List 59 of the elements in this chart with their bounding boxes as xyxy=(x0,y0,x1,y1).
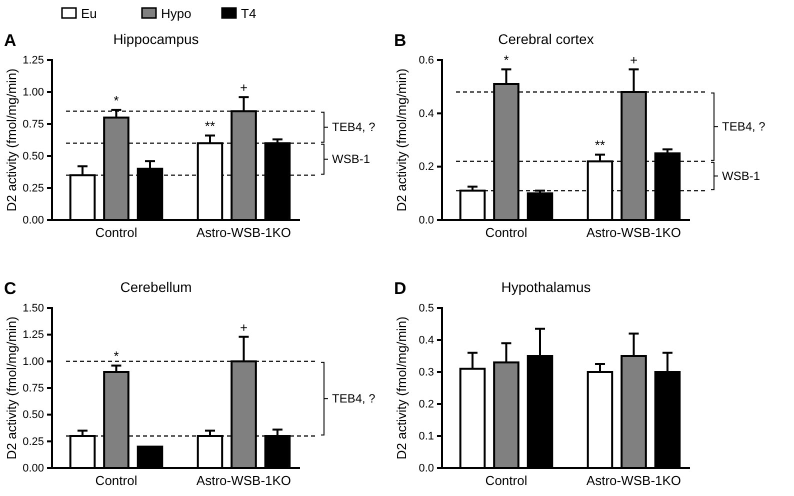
y-tick-label: 1.00 xyxy=(22,86,44,99)
text: TEB4, ? xyxy=(332,120,376,134)
y-tick-label: 0.00 xyxy=(22,214,44,227)
text: B xyxy=(394,31,406,50)
y-tick-label: 0.3 xyxy=(418,366,434,379)
y-tick-label: 0.5 xyxy=(418,302,434,315)
y-tick-label: 0.4 xyxy=(418,108,434,120)
y-tick-label: 0.1 xyxy=(418,430,434,443)
y-tick-label: 0.25 xyxy=(22,182,44,195)
y-tick-label: 0.2 xyxy=(418,161,434,174)
chart-title: Cerebellum xyxy=(120,279,192,295)
y-tick-label: 1.50 xyxy=(22,302,44,315)
x-tick-label: Control xyxy=(95,225,138,240)
y-tick-label: 1.25 xyxy=(22,329,44,342)
y-tick-label: 0.00 xyxy=(22,462,44,475)
annotation: * xyxy=(114,348,119,364)
x-tick-label: Astro-WSB-1KO xyxy=(586,473,682,488)
annotation: * xyxy=(114,92,119,108)
y-tick-label: 0.6 xyxy=(418,54,434,67)
text: A xyxy=(4,31,16,50)
legend-label: T4 xyxy=(241,6,256,21)
text: TEB4, ? xyxy=(722,120,766,134)
chart-title: Cerebral cortex xyxy=(498,31,594,47)
chart-title: Hippocampus xyxy=(113,31,199,47)
y-axis-title: D2 activity (fmol/mg/min) xyxy=(4,68,19,212)
text: WSB-1 xyxy=(332,152,370,166)
annotation: ** xyxy=(204,118,216,134)
chart-title: Hypothalamus xyxy=(501,279,591,295)
legend-label: Eu xyxy=(81,6,97,21)
annotation: + xyxy=(240,80,248,96)
legend-label: Hypo xyxy=(161,6,192,21)
y-tick-label: 0.0 xyxy=(418,462,434,475)
y-tick-label: 0.25 xyxy=(22,436,44,448)
y-tick-label: 0.75 xyxy=(22,382,44,395)
x-tick-label: Astro-WSB-1KO xyxy=(196,225,292,240)
y-tick-label: 1.25 xyxy=(22,54,44,67)
y-tick-label: 1.00 xyxy=(22,356,44,368)
y-tick-label: 0.50 xyxy=(22,150,44,163)
y-tick-label: 0.75 xyxy=(22,118,44,131)
x-tick-label: Astro-WSB-1KO xyxy=(196,473,292,488)
x-tick-label: Control xyxy=(95,473,138,488)
text: C xyxy=(4,279,16,298)
text: TEB4, ? xyxy=(332,392,376,406)
annotation: + xyxy=(240,320,248,335)
y-axis-title: D2 activity (fmol/mg/min) xyxy=(394,316,409,460)
y-axis-title: D2 activity (fmol/mg/min) xyxy=(4,316,19,460)
x-tick-label: Control xyxy=(485,225,528,240)
annotation: * xyxy=(504,52,509,68)
y-tick-label: 0.2 xyxy=(418,398,434,411)
x-tick-label: Astro-WSB-1KO xyxy=(586,225,682,240)
y-axis-title: D2 activity (fmol/mg/min) xyxy=(394,68,409,212)
annotation: + xyxy=(630,52,638,68)
annotation: ** xyxy=(594,138,606,153)
x-tick-label: Control xyxy=(485,473,528,488)
y-tick-label: 0.0 xyxy=(418,214,434,227)
text: WSB-1 xyxy=(722,169,760,183)
text: D xyxy=(394,279,406,298)
y-tick-label: 0.50 xyxy=(22,409,44,422)
y-tick-label: 0.4 xyxy=(418,334,434,347)
